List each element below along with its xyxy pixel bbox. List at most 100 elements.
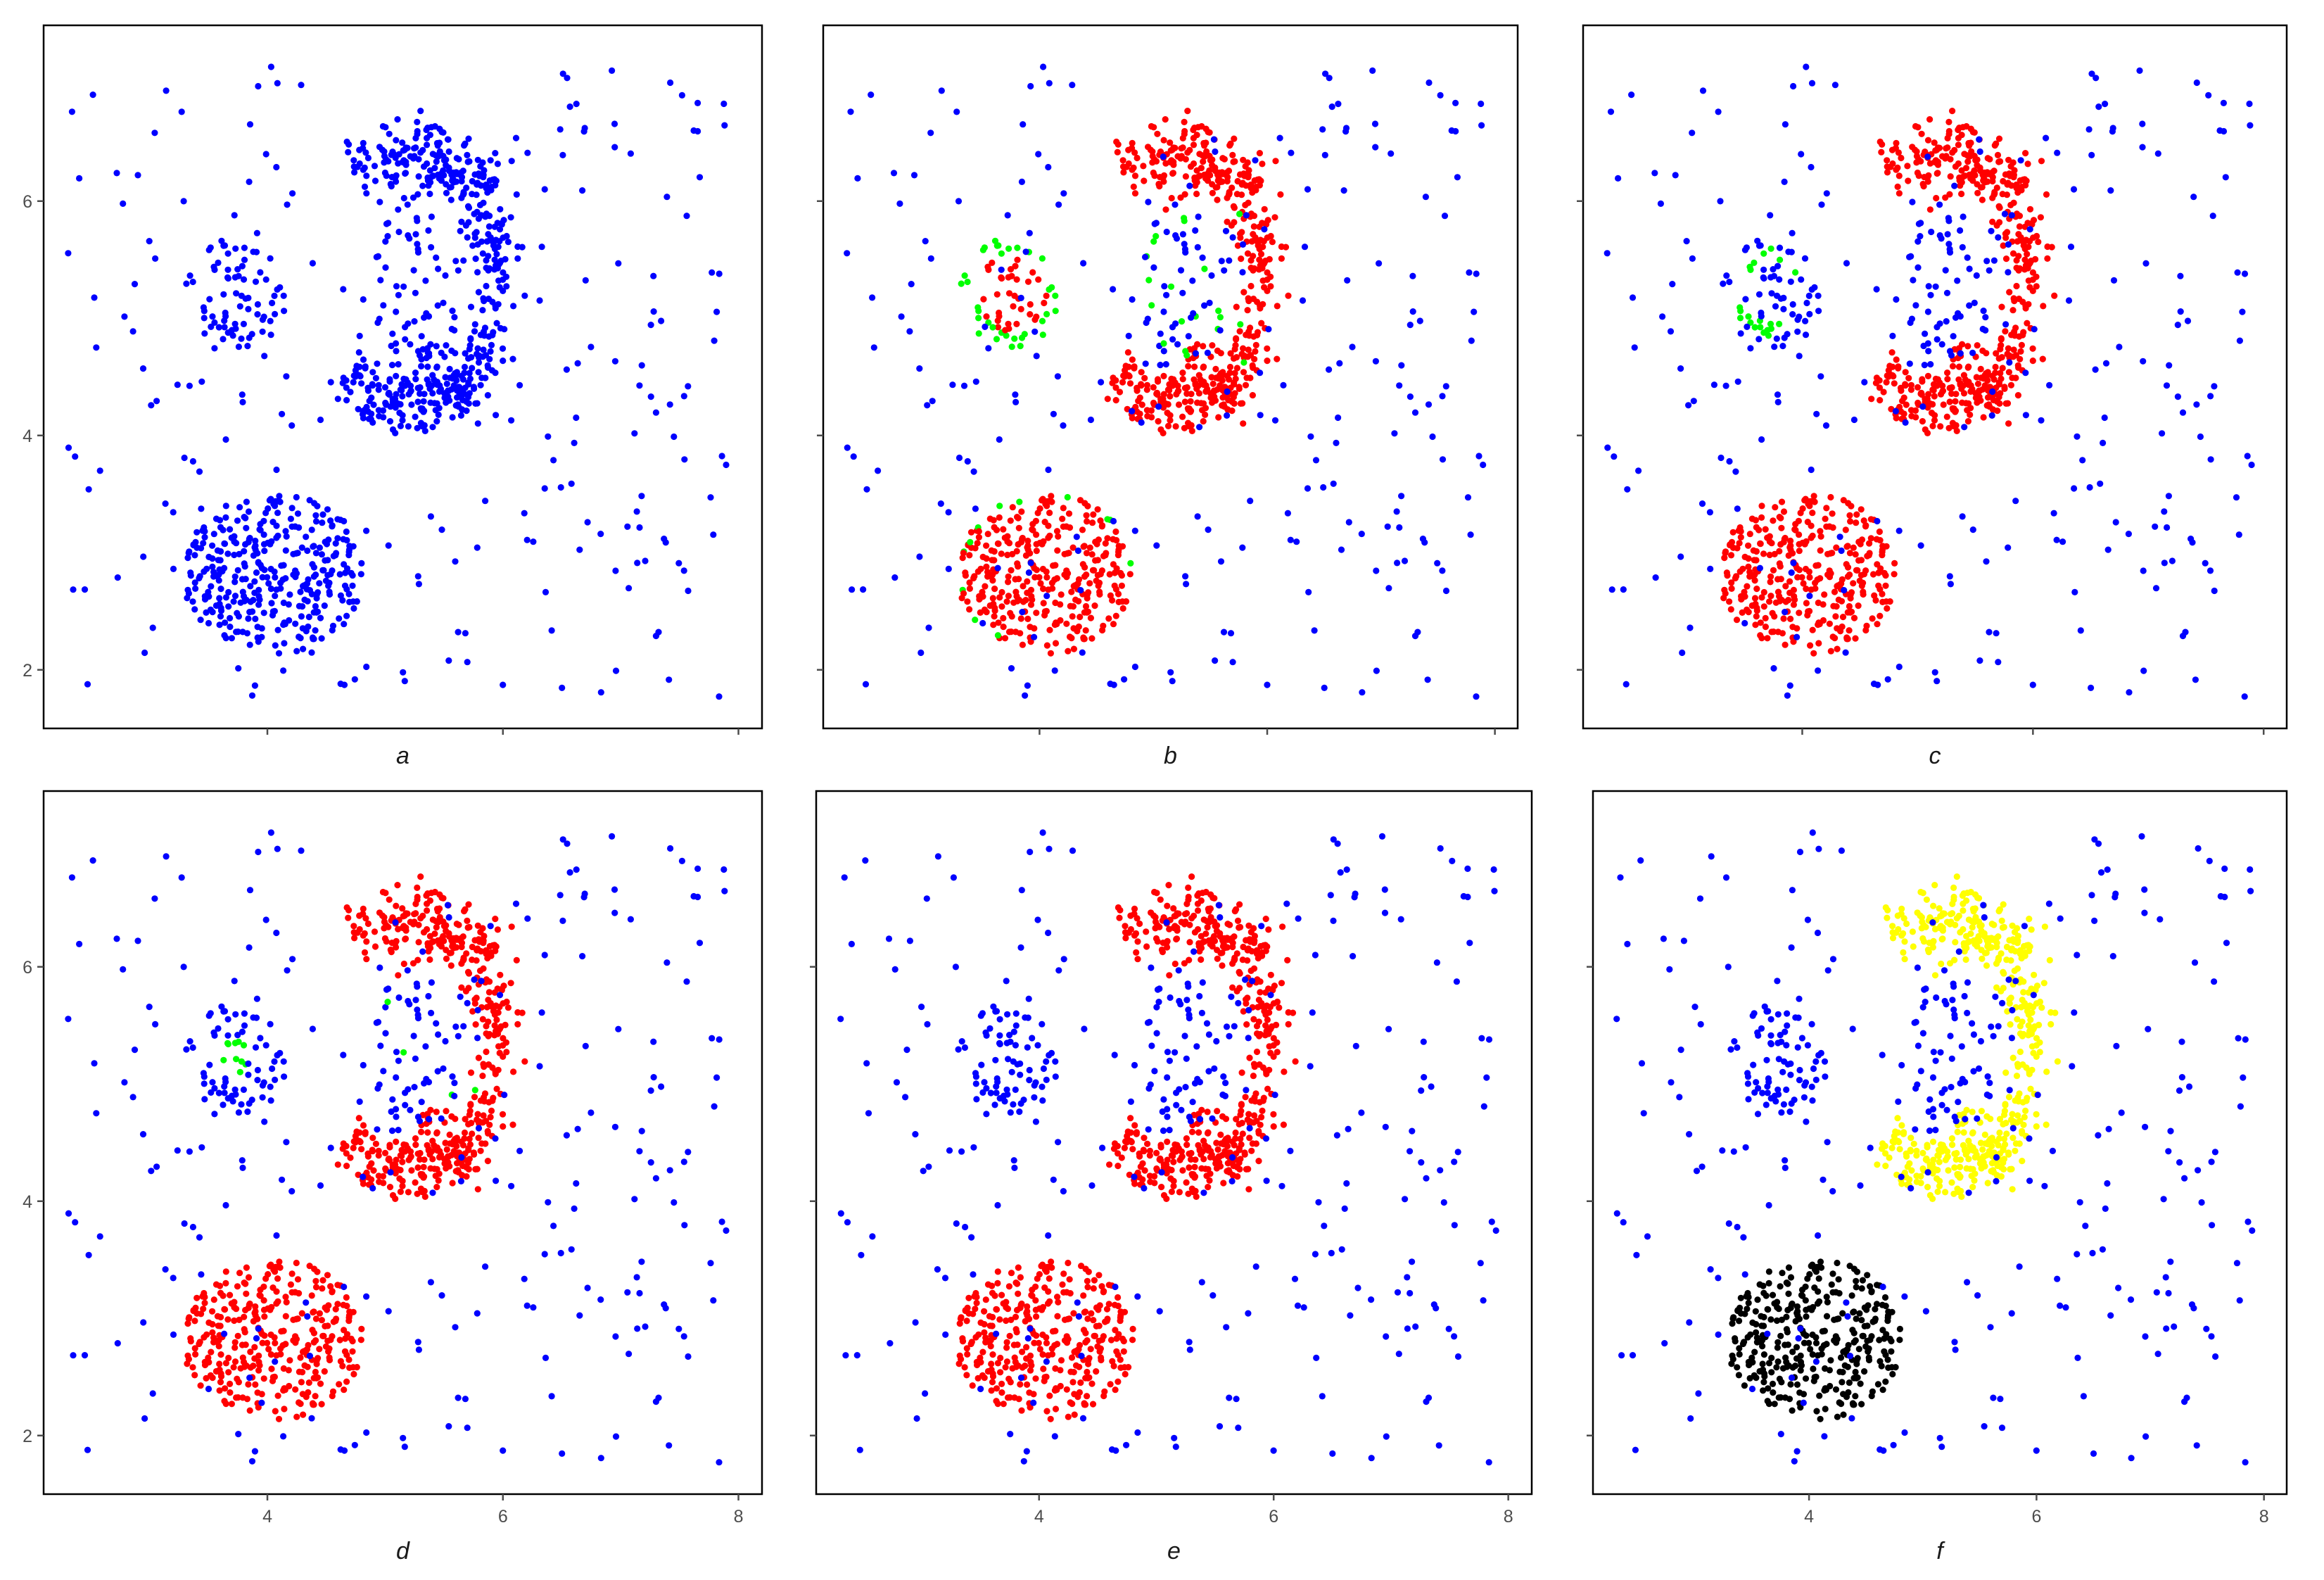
point (400, 960, 407, 968)
point (1209, 380, 1217, 388)
point (1039, 317, 1046, 324)
point (269, 1374, 277, 1381)
point (1074, 1393, 1081, 1401)
point (1220, 628, 1228, 636)
point (211, 345, 218, 352)
point (382, 264, 389, 271)
point (477, 928, 484, 935)
point (541, 186, 548, 193)
point (1971, 129, 1978, 136)
point (399, 905, 406, 912)
point (1917, 158, 1924, 165)
point (201, 1096, 208, 1103)
point (1264, 234, 1271, 241)
point (508, 1182, 515, 1189)
point (1919, 376, 1926, 383)
point (1079, 526, 1086, 533)
point (461, 363, 469, 371)
point (1027, 560, 1034, 567)
point (1084, 1284, 1091, 1291)
point (612, 667, 620, 674)
point (240, 320, 247, 327)
point (611, 120, 618, 127)
point (1955, 134, 1962, 141)
point (2029, 276, 2036, 283)
point (485, 223, 493, 230)
point (959, 555, 966, 562)
point (408, 1167, 415, 1174)
point (221, 1089, 228, 1096)
point (433, 1184, 440, 1191)
point (666, 676, 673, 683)
point (2193, 79, 2200, 87)
point (215, 577, 222, 584)
point (1181, 118, 1188, 125)
point (1777, 576, 1784, 583)
point (655, 1394, 662, 1401)
point (995, 619, 1002, 626)
point (1017, 615, 1024, 622)
point (412, 1135, 419, 1142)
point (1985, 402, 1992, 409)
point (1326, 366, 1333, 373)
point (1915, 172, 1922, 179)
point (1934, 336, 1941, 343)
point (1167, 669, 1174, 676)
point (1015, 541, 1022, 548)
point (1396, 524, 1403, 531)
point (1990, 376, 1998, 383)
point (1189, 277, 1196, 284)
point (304, 1363, 311, 1370)
point (650, 1074, 657, 1081)
point (1116, 388, 1124, 396)
point (1155, 180, 1162, 188)
point (477, 1147, 484, 1154)
point (1226, 257, 1233, 264)
point (1005, 1283, 1012, 1290)
point (345, 1314, 353, 1321)
point (475, 359, 483, 366)
point (1979, 196, 1986, 203)
point (1031, 574, 1039, 581)
point (319, 1285, 326, 1292)
point (353, 1364, 360, 1371)
point (460, 1023, 467, 1030)
point (896, 200, 903, 207)
point (1160, 172, 1168, 179)
point (375, 1147, 382, 1154)
point (707, 1260, 714, 1267)
point (1177, 267, 1185, 274)
point (2038, 158, 2045, 165)
point (68, 874, 75, 881)
point (1115, 598, 1122, 606)
point (2159, 430, 2166, 437)
panel-label: a (396, 742, 409, 769)
point (220, 242, 227, 249)
point (2177, 272, 2184, 279)
point (369, 369, 376, 376)
point (318, 1401, 325, 1408)
point (236, 1068, 243, 1075)
point (1233, 191, 1240, 198)
point (321, 602, 328, 609)
point (1100, 622, 1107, 629)
point (210, 1334, 217, 1341)
point (975, 533, 982, 541)
point (220, 1056, 227, 1063)
point (1040, 63, 1047, 70)
point (459, 1142, 467, 1149)
point (313, 1357, 320, 1364)
point (251, 1355, 258, 1362)
point (421, 407, 428, 415)
point (1251, 177, 1258, 184)
point (245, 294, 252, 301)
point (890, 170, 898, 177)
point (1138, 369, 1145, 376)
point (234, 517, 241, 524)
point (243, 1290, 250, 1297)
point (1926, 206, 1934, 213)
point (1053, 528, 1061, 535)
point (1796, 609, 1803, 617)
point (994, 632, 1001, 639)
point (1233, 336, 1240, 343)
